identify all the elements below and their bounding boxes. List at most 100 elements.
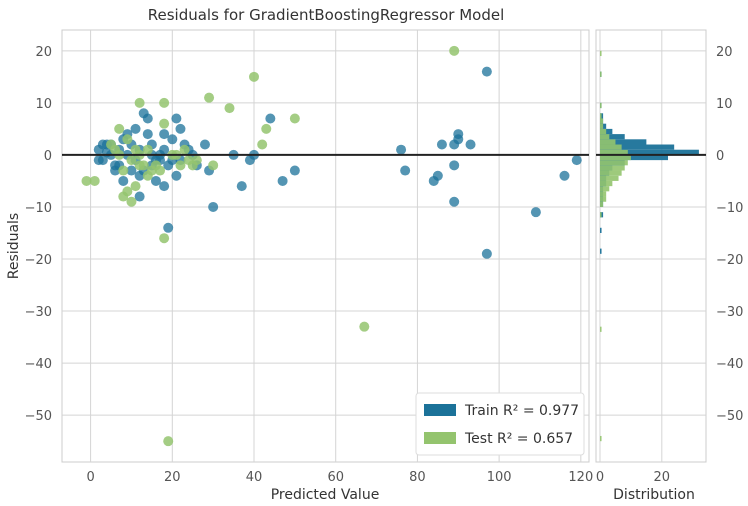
test-point (159, 97, 170, 108)
test-point (126, 155, 137, 166)
hist-bar-test (600, 175, 619, 181)
test-point (208, 160, 219, 171)
train-point (453, 134, 464, 145)
test-point (81, 175, 92, 186)
y-tick-label: 0 (44, 149, 52, 164)
test-point (130, 144, 141, 155)
hist-bar-test (600, 326, 602, 332)
test-points (81, 45, 460, 447)
hist-y-tick-label: 20 (716, 45, 733, 60)
legend-train-label: Train R² = 0.977 (464, 403, 579, 419)
test-point (191, 155, 202, 166)
test-point (204, 92, 215, 103)
train-point (150, 175, 161, 186)
hist-bar-train (600, 123, 607, 129)
test-point (134, 160, 145, 171)
test-point (359, 321, 370, 332)
hist-bar-test (600, 123, 604, 129)
train-point (428, 175, 439, 186)
train-point (449, 160, 460, 171)
hist-bar-train (600, 139, 647, 145)
train-point (396, 144, 407, 155)
train-point (436, 139, 447, 150)
hist-bar-test (600, 435, 602, 442)
hist-bar-test (600, 50, 602, 57)
y-tick-label: 20 (35, 45, 52, 60)
train-point (171, 113, 182, 124)
train-point (142, 113, 153, 124)
train-point (265, 113, 276, 124)
hist-x-tick-label: 0 (596, 470, 604, 485)
test-point (179, 144, 190, 155)
hist-bar-test (600, 102, 602, 109)
train-point (199, 139, 210, 150)
legend-test-swatch (424, 432, 456, 444)
x-tick-label: 120 (568, 470, 593, 485)
hist-bar-test (600, 149, 628, 155)
train-point (134, 170, 145, 181)
test-point (114, 123, 125, 134)
chart-title: Residuals for GradientBoostingRegressor … (148, 6, 505, 24)
x-tick-label: 100 (487, 470, 512, 485)
hist-bar-test (600, 144, 622, 150)
hist-bar-test (600, 201, 604, 207)
test-point (130, 181, 141, 192)
y-tick-label: −30 (25, 305, 52, 320)
train-point (118, 175, 129, 186)
hist-bar-test (600, 113, 602, 119)
hist-x-axis-title: Distribution (613, 487, 695, 503)
test-point (183, 155, 194, 166)
hist-y-tick-label: −30 (716, 305, 743, 320)
hist-bar-test (600, 134, 610, 140)
hist-y-tick-label: −20 (716, 253, 743, 268)
hist-bar-test (600, 160, 628, 166)
test-point (155, 165, 166, 176)
x-tick-label: 0 (86, 470, 94, 485)
y-tick-label: −10 (25, 201, 52, 216)
hist-bar-test (600, 212, 602, 218)
hist-y-tick-label: −10 (716, 201, 743, 216)
hist-x-tick-label: 20 (654, 470, 671, 485)
test-point (122, 134, 133, 145)
train-point (163, 222, 174, 233)
train-point (449, 196, 460, 207)
train-point (481, 248, 492, 259)
train-point (159, 144, 170, 155)
hist-grid (596, 30, 706, 462)
main-plot-frame (61, 29, 590, 463)
train-point (142, 129, 153, 140)
train-point (126, 165, 137, 176)
hist-bar-train (600, 154, 668, 161)
train-point (97, 139, 108, 150)
train-point (208, 201, 219, 212)
train-point (530, 207, 541, 218)
train-point (236, 181, 247, 192)
histogram-bars (600, 50, 699, 442)
x-tick-label: 40 (246, 470, 263, 485)
test-point (249, 71, 260, 82)
hist-bar-test (600, 154, 631, 161)
hist-bar-test (600, 71, 602, 77)
test-point (289, 113, 300, 124)
train-point (400, 165, 411, 176)
hist-bar-test (600, 139, 616, 145)
test-point (134, 97, 145, 108)
hist-y-tick-label: −40 (716, 357, 743, 372)
train-point (93, 155, 104, 166)
x-tick-label: 60 (327, 470, 344, 485)
x-tick-label: 80 (409, 470, 426, 485)
legend-train-swatch (424, 404, 456, 416)
hist-y-tick-label: −50 (716, 409, 743, 424)
test-point (142, 144, 153, 155)
train-point (159, 129, 170, 140)
legend: Train R² = 0.977 Test R² = 0.657 (415, 392, 585, 456)
hist-plot-frame (595, 29, 707, 463)
hist-bar-test (600, 191, 607, 197)
y-tick-label: −40 (25, 357, 52, 372)
test-point (159, 118, 170, 129)
test-point (89, 175, 100, 186)
hist-bar-train (600, 144, 675, 150)
test-point (126, 196, 137, 207)
